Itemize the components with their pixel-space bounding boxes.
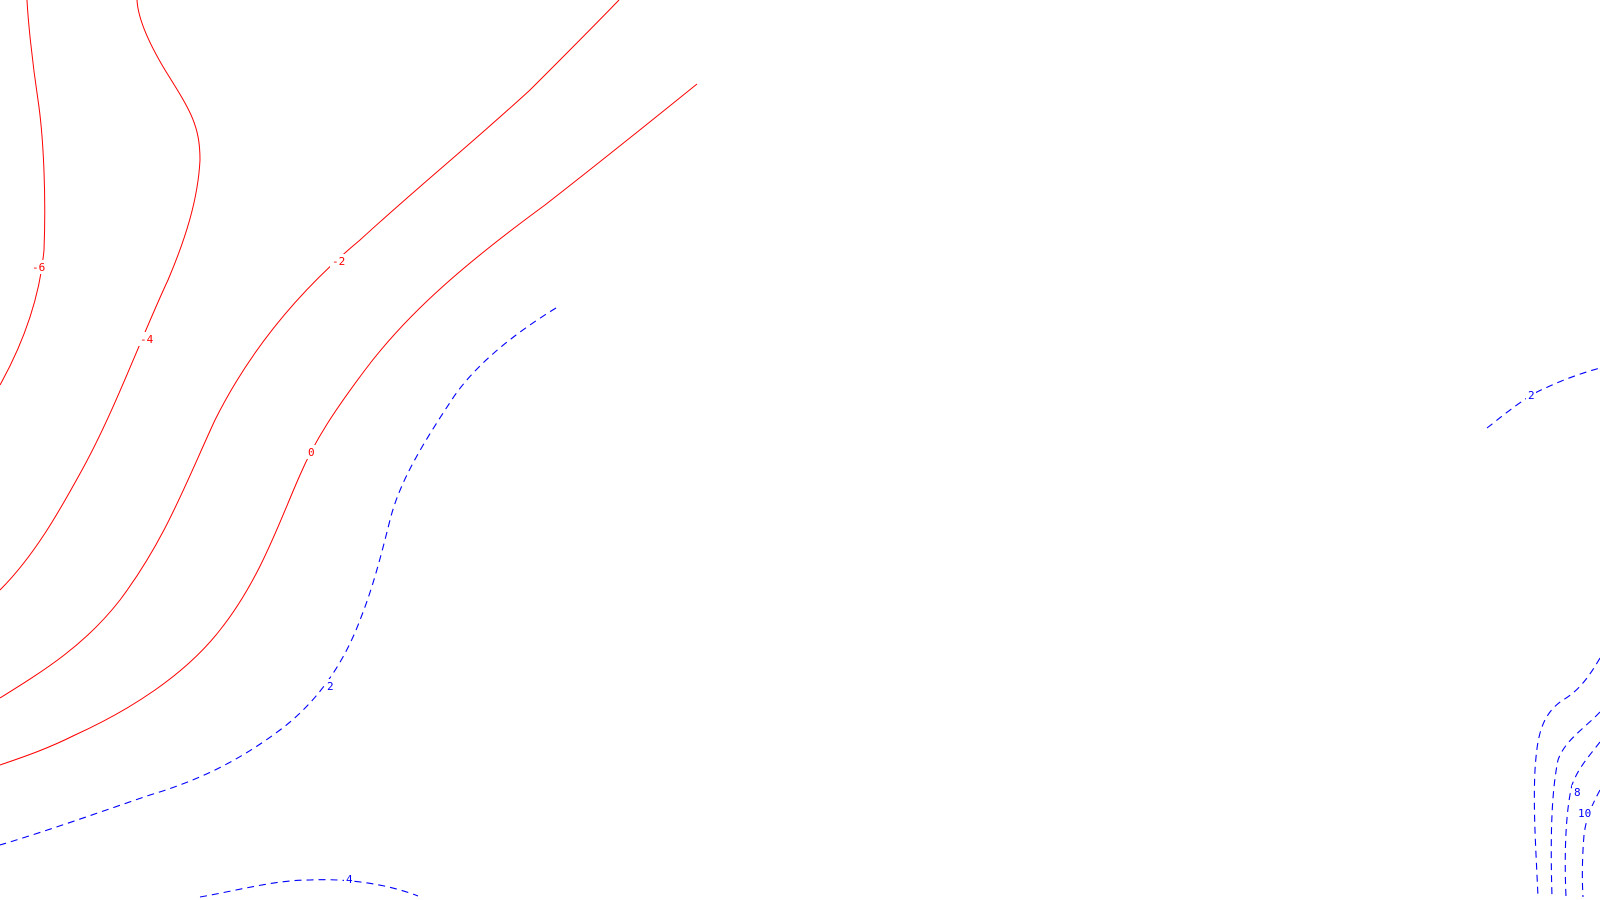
label-pos10-right-text: 10	[1578, 807, 1591, 820]
label-pos4-bottom-text: 4	[346, 873, 353, 886]
contour-label-pos2-right: 2	[1526, 388, 1536, 402]
label-neg4-text: -4	[140, 333, 154, 346]
contour-line-pos2-left	[0, 307, 557, 846]
contour-label-pos4-bottom: 4	[344, 872, 354, 886]
contour-line-pos4-right	[1533, 657, 1600, 898]
contour-label-neg6: -6	[30, 260, 46, 274]
contour-label-zero: 0	[306, 445, 316, 459]
label-pos2-left-text: 2	[327, 680, 334, 693]
contour-line-neg6	[0, 0, 46, 386]
label-pos2-right-text: 2	[1528, 389, 1535, 402]
contour-line-pos4-bottom	[199, 879, 419, 898]
label-zero-text: 0	[308, 446, 315, 459]
contour-line-pos8-right	[1564, 741, 1600, 898]
label-pos8-right-text: 8	[1574, 786, 1581, 799]
label-neg2-text: -2	[332, 255, 345, 268]
contour-line-neg2	[0, 0, 620, 699]
contour-line-zero	[0, 83, 698, 766]
label-neg6-text: -6	[32, 261, 45, 274]
contour-line-pos2-right	[1486, 367, 1600, 429]
contour-line-neg4	[0, 0, 201, 591]
contour-label-neg2: -2	[330, 254, 346, 268]
contour-label-pos2-left: 2	[325, 679, 335, 693]
contour-label-neg4: -4	[138, 332, 154, 346]
contour-label-pos8-right: 8	[1572, 785, 1582, 799]
contour-line-pos10-right	[1581, 789, 1600, 898]
contour-label-pos10-right: 10	[1577, 806, 1593, 820]
